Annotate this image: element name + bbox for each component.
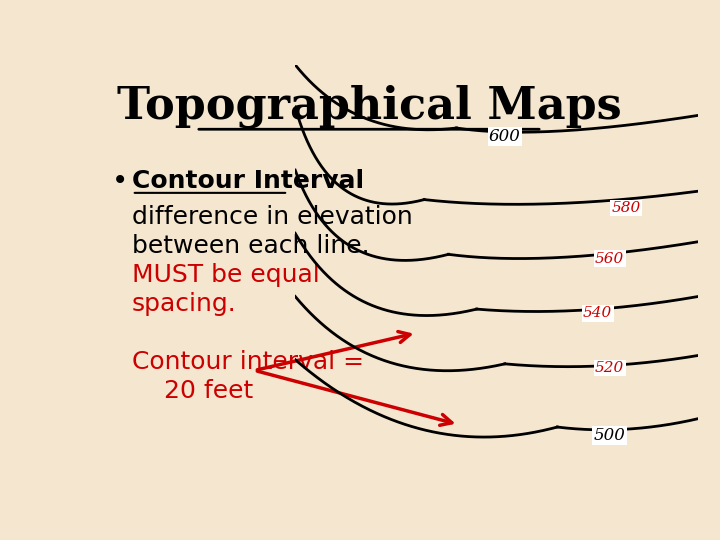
Text: 540: 540 — [583, 306, 612, 320]
Text: Contour Interval: Contour Interval — [132, 169, 364, 193]
Text: 600: 600 — [489, 128, 521, 145]
Text: •: • — [112, 167, 129, 195]
Text: 560: 560 — [595, 252, 624, 266]
Text: between each line.: between each line. — [132, 234, 369, 258]
Text: 500: 500 — [594, 427, 626, 444]
Text: difference in elevation: difference in elevation — [132, 205, 413, 228]
Text: Contour interval =: Contour interval = — [132, 350, 364, 374]
Text: Topographical Maps: Topographical Maps — [117, 85, 621, 128]
Text: 20 feet: 20 feet — [132, 379, 253, 403]
Text: –: – — [288, 169, 309, 193]
Text: MUST be equal: MUST be equal — [132, 263, 320, 287]
Text: 520: 520 — [595, 361, 624, 375]
Text: 580: 580 — [611, 201, 641, 215]
Text: spacing.: spacing. — [132, 292, 237, 316]
